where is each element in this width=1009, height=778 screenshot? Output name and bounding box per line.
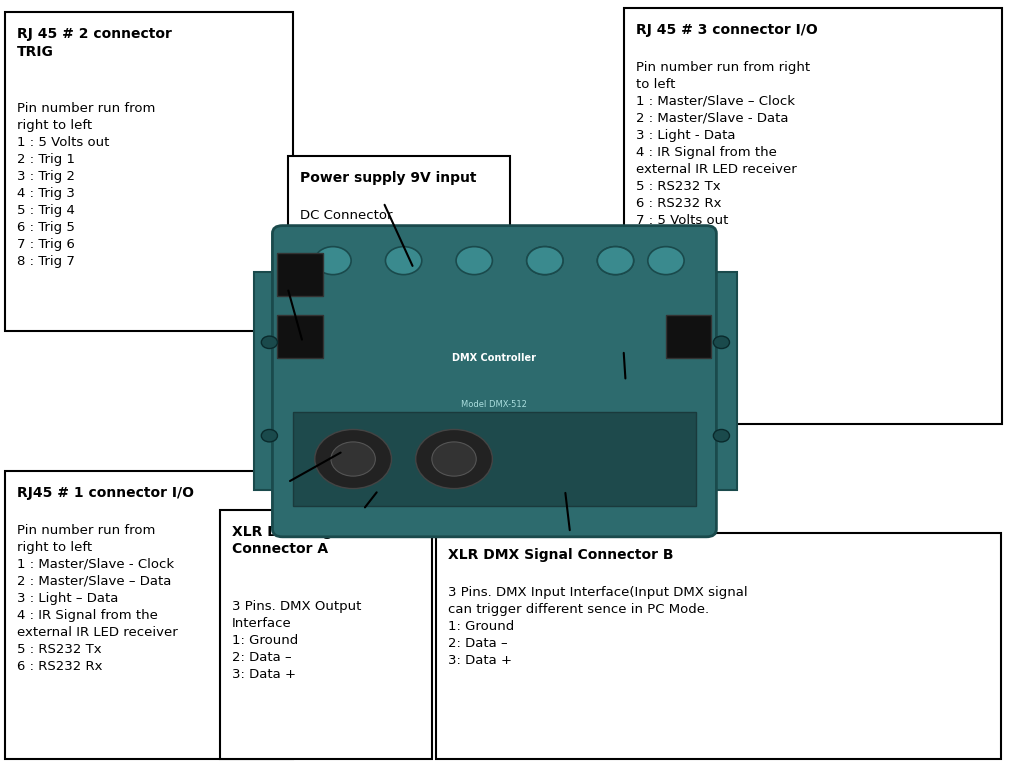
Text: Pin number run from
right to left
1 : Master/Slave - Clock
2 : Master/Slave – Da: Pin number run from right to left 1 : Ma… xyxy=(17,524,178,673)
Circle shape xyxy=(261,429,277,442)
Bar xyxy=(293,412,696,506)
Text: 3 Pins. DMX Output
Interface
1: Ground
2: Data –
3: Data +: 3 Pins. DMX Output Interface 1: Ground 2… xyxy=(232,600,361,681)
Circle shape xyxy=(648,247,684,275)
Text: DMX Controller: DMX Controller xyxy=(452,353,537,363)
Bar xyxy=(277,315,323,358)
Circle shape xyxy=(416,429,492,489)
Text: RJ 45 # 2 connector
TRIG: RJ 45 # 2 connector TRIG xyxy=(17,27,172,58)
Text: 3 Pins. DMX Input Interface(Input DMX signal
can trigger different sence in PC M: 3 Pins. DMX Input Interface(Input DMX si… xyxy=(448,586,748,667)
FancyBboxPatch shape xyxy=(220,510,432,759)
Bar xyxy=(277,253,323,296)
Circle shape xyxy=(597,247,634,275)
Bar xyxy=(254,272,285,490)
Circle shape xyxy=(315,429,391,489)
Text: Pin number run from right
to left
1 : Master/Slave – Clock
2 : Master/Slave - Da: Pin number run from right to left 1 : Ma… xyxy=(636,61,810,244)
FancyBboxPatch shape xyxy=(624,8,1002,424)
Text: Model DMX-512: Model DMX-512 xyxy=(461,400,528,409)
Circle shape xyxy=(527,247,563,275)
Text: XLR DMX Signal Connector B: XLR DMX Signal Connector B xyxy=(448,548,673,562)
Circle shape xyxy=(315,247,351,275)
Text: RJ 45 # 3 connector I/O: RJ 45 # 3 connector I/O xyxy=(636,23,817,37)
Bar xyxy=(706,272,737,490)
FancyBboxPatch shape xyxy=(288,156,510,249)
FancyBboxPatch shape xyxy=(5,471,293,759)
Text: XLR DMX Signal
Connector A: XLR DMX Signal Connector A xyxy=(232,525,357,556)
Text: Pin number run from
right to left
1 : 5 Volts out
2 : Trig 1
3 : Trig 2
4 : Trig: Pin number run from right to left 1 : 5 … xyxy=(17,102,155,268)
Text: Power supply 9V input: Power supply 9V input xyxy=(300,171,476,185)
Circle shape xyxy=(713,336,730,349)
Circle shape xyxy=(713,429,730,442)
Bar xyxy=(666,315,711,358)
FancyBboxPatch shape xyxy=(272,226,716,537)
Text: DC Connector: DC Connector xyxy=(300,209,393,222)
FancyBboxPatch shape xyxy=(5,12,293,331)
FancyBboxPatch shape xyxy=(436,533,1001,759)
Circle shape xyxy=(385,247,422,275)
Circle shape xyxy=(432,442,476,476)
Circle shape xyxy=(597,247,634,275)
Circle shape xyxy=(456,247,492,275)
Circle shape xyxy=(527,247,563,275)
Text: RJ45 # 1 connector I/O: RJ45 # 1 connector I/O xyxy=(17,486,194,500)
Circle shape xyxy=(261,336,277,349)
Circle shape xyxy=(331,442,375,476)
